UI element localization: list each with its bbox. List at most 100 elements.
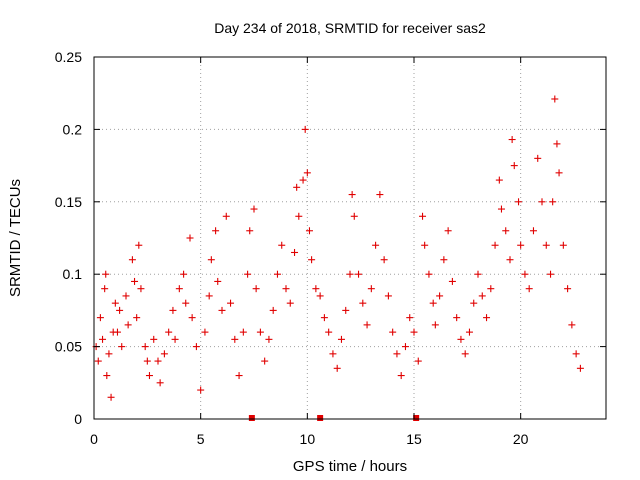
- data-point: [380, 256, 388, 264]
- chart-title: Day 234 of 2018, SRMTID for receiver sas…: [214, 20, 486, 36]
- data-point: [96, 314, 104, 322]
- data-point: [506, 256, 514, 264]
- data-point: [299, 176, 307, 184]
- x-tick-label: 5: [197, 431, 205, 447]
- data-point: [406, 314, 414, 322]
- y-axis-ticks: 0 0.05 0.1 0.15 0.2 0.25: [55, 49, 606, 427]
- data-point: [137, 285, 145, 293]
- data-point: [291, 248, 299, 256]
- data-point: [231, 335, 239, 343]
- data-point: [384, 292, 392, 300]
- data-point: [182, 299, 190, 307]
- data-point: [212, 227, 220, 235]
- data-point: [308, 256, 316, 264]
- data-points: [92, 95, 584, 401]
- data-point: [286, 299, 294, 307]
- y-tick-label: 0.1: [63, 266, 83, 282]
- y-tick-label: 0.15: [55, 194, 82, 210]
- y-axis-label: SRMTID / TECUs: [7, 179, 24, 297]
- data-point: [94, 357, 102, 365]
- data-point: [487, 285, 495, 293]
- data-point: [325, 328, 333, 336]
- x-tick-label: 10: [300, 431, 316, 447]
- data-point: [568, 321, 576, 329]
- data-point: [436, 292, 444, 300]
- data-point: [154, 357, 162, 365]
- data-point: [444, 227, 452, 235]
- data-point: [538, 198, 546, 206]
- data-point: [529, 227, 537, 235]
- data-point: [160, 350, 168, 358]
- data-point: [549, 198, 557, 206]
- data-point: [169, 306, 177, 314]
- data-point: [457, 335, 465, 343]
- data-point: [250, 205, 258, 213]
- data-point: [576, 364, 584, 372]
- data-point: [295, 212, 303, 220]
- data-point: [495, 176, 503, 184]
- data-point: [303, 169, 311, 177]
- data-point: [188, 314, 196, 322]
- data-point: [186, 234, 194, 242]
- data-point: [474, 270, 482, 278]
- data-point: [101, 285, 109, 293]
- data-point: [337, 335, 345, 343]
- data-point: [256, 328, 264, 336]
- data-point: [534, 154, 542, 162]
- data-point: [133, 314, 141, 322]
- data-point: [218, 306, 226, 314]
- data-point: [214, 277, 222, 285]
- data-point: [107, 393, 115, 401]
- data-point: [553, 140, 561, 148]
- data-point: [572, 350, 580, 358]
- data-point: [192, 343, 200, 351]
- data-point: [342, 306, 350, 314]
- data-point: [329, 350, 337, 358]
- grid-lines: [94, 57, 606, 419]
- data-point: [470, 299, 478, 307]
- data-point: [525, 285, 533, 293]
- data-point: [113, 328, 121, 336]
- data-point: [502, 227, 510, 235]
- data-point: [497, 205, 505, 213]
- data-point: [175, 285, 183, 293]
- data-point: [282, 285, 290, 293]
- data-point: [261, 357, 269, 365]
- data-point: [244, 270, 252, 278]
- data-point: [521, 270, 529, 278]
- data-point: [465, 328, 473, 336]
- data-point: [207, 256, 215, 264]
- data-point: [252, 285, 260, 293]
- data-point: [559, 241, 567, 249]
- data-point: [478, 292, 486, 300]
- data-point: [135, 241, 143, 249]
- data-point: [312, 285, 320, 293]
- data-point: [542, 241, 550, 249]
- data-point: [128, 256, 136, 264]
- data-point: [333, 364, 341, 372]
- data-point: [410, 328, 418, 336]
- data-point: [348, 191, 356, 199]
- axis-marker: [413, 415, 420, 421]
- data-point: [363, 321, 371, 329]
- data-point: [401, 343, 409, 351]
- data-point: [419, 212, 427, 220]
- y-tick-label: 0.05: [55, 339, 82, 355]
- data-point: [515, 198, 523, 206]
- data-point: [150, 335, 158, 343]
- data-point: [293, 183, 301, 191]
- x-axis-label: GPS time / hours: [293, 458, 407, 475]
- data-point: [320, 314, 328, 322]
- data-point: [201, 328, 209, 336]
- data-point: [118, 343, 126, 351]
- data-point: [171, 335, 179, 343]
- data-point: [205, 292, 213, 300]
- data-point: [239, 328, 247, 336]
- data-point: [564, 285, 572, 293]
- data-point: [483, 314, 491, 322]
- data-point: [99, 335, 107, 343]
- data-point: [103, 372, 111, 380]
- data-point: [429, 299, 437, 307]
- data-point: [350, 212, 358, 220]
